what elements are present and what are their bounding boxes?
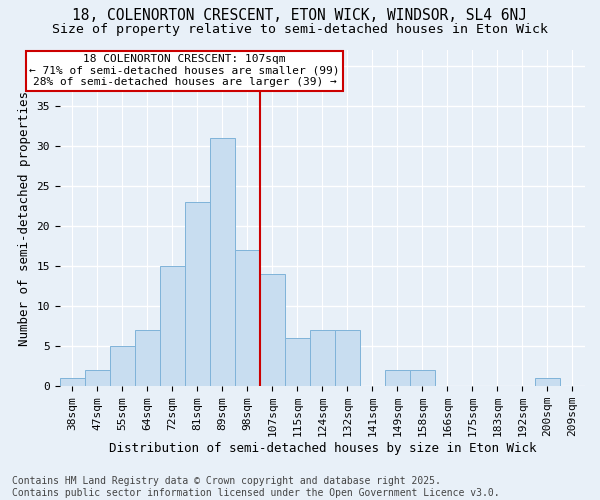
Text: Contains HM Land Registry data © Crown copyright and database right 2025.
Contai: Contains HM Land Registry data © Crown c… bbox=[12, 476, 500, 498]
Bar bbox=[209, 138, 235, 386]
Bar bbox=[260, 274, 285, 386]
Bar bbox=[85, 370, 110, 386]
Bar bbox=[535, 378, 560, 386]
Bar bbox=[110, 346, 134, 386]
Bar bbox=[335, 330, 360, 386]
Text: 18 COLENORTON CRESCENT: 107sqm
← 71% of semi-detached houses are smaller (99)
28: 18 COLENORTON CRESCENT: 107sqm ← 71% of … bbox=[29, 54, 340, 87]
X-axis label: Distribution of semi-detached houses by size in Eton Wick: Distribution of semi-detached houses by … bbox=[109, 442, 536, 455]
Bar bbox=[285, 338, 310, 386]
Bar bbox=[385, 370, 410, 386]
Text: Size of property relative to semi-detached houses in Eton Wick: Size of property relative to semi-detach… bbox=[52, 22, 548, 36]
Bar bbox=[160, 266, 185, 386]
Bar bbox=[185, 202, 209, 386]
Y-axis label: Number of semi-detached properties: Number of semi-detached properties bbox=[18, 90, 31, 346]
Text: 18, COLENORTON CRESCENT, ETON WICK, WINDSOR, SL4 6NJ: 18, COLENORTON CRESCENT, ETON WICK, WIND… bbox=[73, 8, 527, 22]
Bar bbox=[59, 378, 85, 386]
Bar bbox=[410, 370, 435, 386]
Bar bbox=[235, 250, 260, 386]
Bar bbox=[310, 330, 335, 386]
Bar bbox=[134, 330, 160, 386]
